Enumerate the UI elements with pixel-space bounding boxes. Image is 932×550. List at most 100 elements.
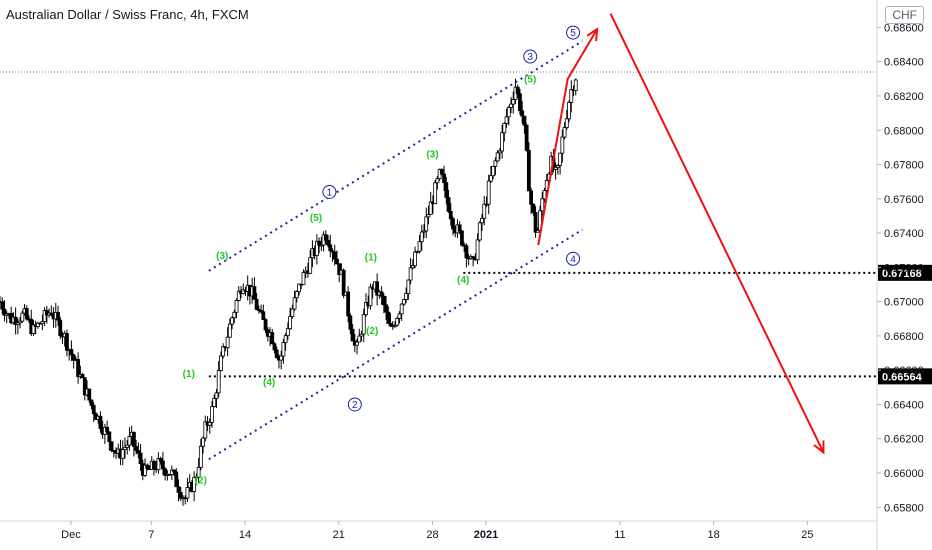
- candle-body: [308, 257, 313, 274]
- wave-label-circle: [523, 49, 538, 64]
- candle-body: [397, 313, 402, 319]
- candle-body: [174, 471, 179, 488]
- candle-body: [76, 359, 81, 378]
- wave-label-major: 3: [527, 52, 533, 63]
- candle-body: [125, 444, 130, 448]
- candle-body: [225, 336, 230, 349]
- candle-body: [346, 291, 351, 317]
- arrowhead: [813, 440, 825, 455]
- wave-labels: (1) (2) (3) (4) (5) (1) (2) (3) (4) (5) 1 2 3 4 5: [183, 25, 581, 486]
- candle-body: [442, 173, 446, 184]
- channel-line: [208, 228, 583, 461]
- wave-label-minor: (1): [365, 253, 377, 264]
- candle-body: [254, 298, 259, 310]
- candle-body: [98, 415, 103, 429]
- candle-body: [415, 250, 420, 253]
- candle-body: [281, 342, 286, 357]
- x-tick-label: 21: [333, 529, 345, 541]
- candle-body: [486, 180, 491, 205]
- candle-body: [259, 310, 263, 313]
- currency-badge[interactable]: CHF: [885, 6, 924, 24]
- candle-body: [569, 89, 574, 103]
- level-price-tag: [878, 368, 932, 385]
- y-tick-label: 0.68600: [884, 22, 924, 34]
- candle-body: [457, 224, 462, 232]
- candle-body: [82, 377, 87, 396]
- candle-body: [0, 301, 5, 310]
- candle-body: [484, 203, 489, 206]
- candle-body: [558, 152, 563, 166]
- wave-label-circle: [322, 184, 337, 199]
- arrowhead: [586, 27, 599, 42]
- candle-body: [451, 218, 455, 230]
- candle-body: [145, 464, 150, 469]
- candle-body: [319, 244, 324, 247]
- candle-body: [156, 458, 161, 471]
- wave-label-minor: (2): [366, 326, 378, 337]
- candle-body: [87, 388, 92, 401]
- candle-body: [410, 265, 415, 269]
- candle-body: [192, 476, 197, 492]
- wave-label-major: 4: [570, 254, 576, 265]
- candle-body: [381, 295, 386, 306]
- y-tick-label: 0.68200: [884, 91, 924, 103]
- projection-arrows: [537, 13, 825, 455]
- y-tick-label: 0.66600: [884, 365, 924, 377]
- candle-body: [446, 197, 451, 212]
- candle-body: [24, 308, 29, 320]
- candle-body: [230, 317, 234, 325]
- candle-body: [292, 297, 297, 310]
- x-tick-label: 7: [148, 529, 154, 541]
- candle-body: [274, 349, 279, 358]
- wave-label-major: 1: [327, 187, 333, 198]
- candle-body: [301, 272, 306, 285]
- candle-body: [471, 256, 475, 259]
- x-tick-label: 25: [801, 529, 813, 541]
- candle-body: [65, 332, 69, 351]
- candle-body: [107, 431, 112, 443]
- wave-label-circle: [347, 397, 362, 412]
- candle-body: [567, 101, 571, 120]
- candle-body: [348, 315, 353, 330]
- candle-body: [341, 269, 346, 296]
- candle-body: [511, 99, 516, 105]
- candle-body: [42, 310, 47, 322]
- candle-body: [91, 405, 96, 415]
- candle-body: [216, 370, 221, 394]
- candle-body: [482, 203, 487, 219]
- candle-body: [178, 492, 183, 499]
- wave-label-circle: [566, 25, 581, 40]
- candle-body: [497, 150, 502, 154]
- candle-body: [509, 103, 513, 108]
- candle-body: [413, 251, 417, 267]
- candle-body: [127, 436, 132, 446]
- candle-body: [502, 123, 507, 134]
- candle-body: [491, 165, 496, 177]
- candle-body: [18, 320, 22, 324]
- candle-body: [236, 290, 241, 301]
- candle-body: [194, 476, 199, 479]
- candle-body: [520, 110, 525, 117]
- candle-body: [297, 283, 301, 292]
- x-tick-label: 18: [708, 529, 720, 541]
- candle-body: [234, 300, 239, 313]
- candle-body: [386, 311, 391, 324]
- candle-body: [15, 322, 20, 325]
- x-tick-label: 11: [614, 529, 625, 541]
- candle-body: [256, 309, 261, 312]
- candle-body: [562, 127, 567, 138]
- candle-body: [489, 175, 493, 182]
- candle-body: [261, 311, 266, 320]
- candle-body: [419, 231, 424, 243]
- candle-body: [203, 421, 208, 439]
- candle-body: [542, 190, 547, 200]
- candle-body: [529, 190, 534, 205]
- candle-body: [314, 240, 319, 256]
- candle-body: [288, 316, 293, 330]
- x-tick-label: Dec: [61, 529, 81, 541]
- candle-body: [560, 136, 565, 154]
- candle-body: [219, 355, 223, 371]
- candle-body: [227, 323, 232, 338]
- candle-body: [283, 335, 288, 344]
